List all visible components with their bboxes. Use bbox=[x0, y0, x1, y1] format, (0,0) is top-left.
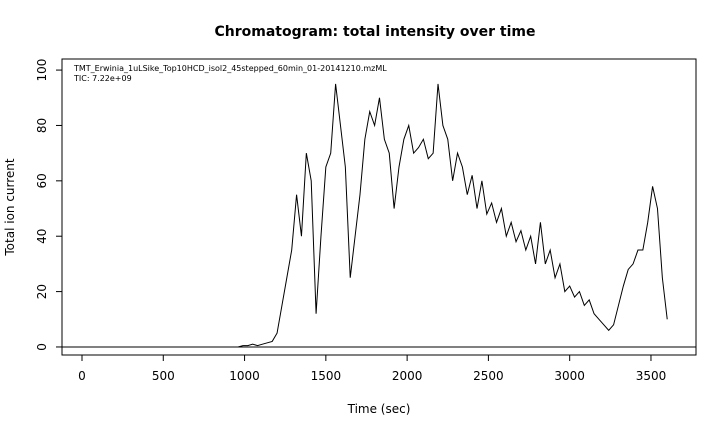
x-tick-label: 1000 bbox=[229, 369, 260, 383]
y-tick-label: 0 bbox=[35, 343, 49, 351]
annotation: TIC: 7.22e+09 bbox=[73, 74, 132, 83]
chart-title: Chromatogram: total intensity over time bbox=[214, 24, 535, 40]
x-tick-label: 0 bbox=[78, 369, 86, 383]
x-tick-label: 1500 bbox=[311, 369, 342, 383]
data-line bbox=[81, 83, 668, 348]
y-axis-label: Total ion current bbox=[3, 158, 17, 257]
y-tick-label: 20 bbox=[35, 284, 49, 299]
annotation: TMT_Erwinia_1uLSike_Top10HCD_isol2_45ste… bbox=[73, 64, 387, 73]
y-tick-label: 60 bbox=[35, 173, 49, 188]
x-tick-label: 3000 bbox=[554, 369, 585, 383]
y-tick-label: 40 bbox=[35, 229, 49, 244]
x-tick-label: 2000 bbox=[392, 369, 423, 383]
x-tick-label: 500 bbox=[152, 369, 175, 383]
x-tick-label: 2500 bbox=[473, 369, 504, 383]
y-tick-label: 100 bbox=[35, 59, 49, 82]
x-tick-label: 3500 bbox=[636, 369, 667, 383]
y-tick-label: 80 bbox=[35, 118, 49, 133]
x-axis-label: Time (sec) bbox=[347, 402, 411, 416]
